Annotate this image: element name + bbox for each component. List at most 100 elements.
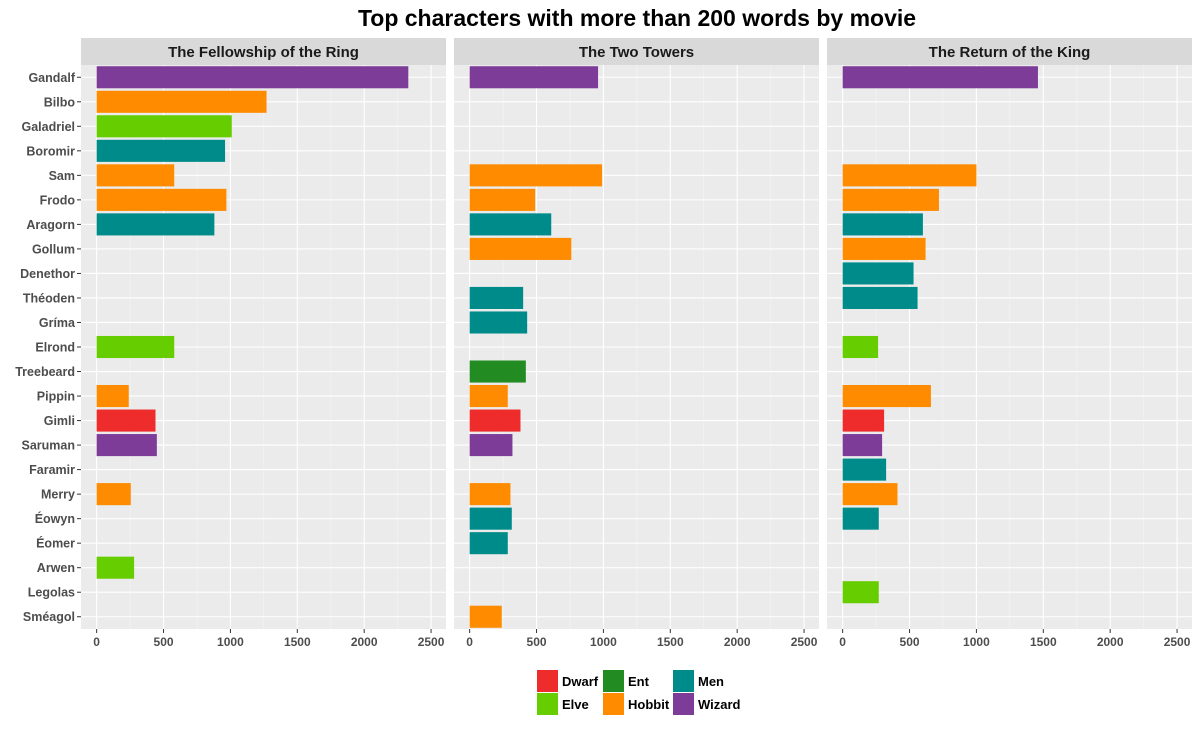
- bar-gandalf: [96, 66, 409, 89]
- bar-arwen: [96, 556, 135, 579]
- legend-key: [673, 693, 694, 715]
- x-tick-label: 1500: [284, 635, 311, 649]
- y-tick-label: Sméagol: [23, 610, 75, 624]
- y-tick-label: Frodo: [40, 193, 76, 207]
- panel-title: The Fellowship of the Ring: [168, 44, 359, 61]
- legend-item-elve: Elve: [537, 693, 589, 715]
- x-tick-label: 1000: [963, 635, 990, 649]
- plot-area: The Fellowship of the Ring 0 500 1000 1500 20…: [15, 38, 1192, 649]
- bar-gollum: [469, 237, 572, 260]
- x-tick-label: 0: [466, 635, 473, 649]
- bar-pippin: [96, 385, 129, 408]
- x-tick-label: 0: [93, 635, 100, 649]
- y-tick-label: Éowyn: [35, 511, 75, 526]
- bar-merry: [842, 483, 898, 506]
- x-tick-label: 500: [527, 635, 547, 649]
- bar-faramir: [842, 458, 887, 481]
- y-tick-label: Pippin: [37, 390, 75, 404]
- bar-aragorn: [842, 213, 923, 236]
- legend-key: [537, 670, 558, 692]
- chart-title: Top characters with more than 200 words …: [358, 5, 916, 31]
- x-tick-label: 500: [154, 635, 174, 649]
- y-tick-label: Treebeard: [15, 365, 75, 379]
- legend-item-wizard: Wizard: [673, 693, 741, 715]
- x-tick-label: 1000: [217, 635, 244, 649]
- x-tick-label: 2500: [1164, 635, 1191, 649]
- panel-strip: [81, 38, 446, 65]
- bar-gimli: [96, 409, 156, 432]
- bar-saruman: [96, 434, 157, 457]
- y-tick-label: Gríma: [39, 316, 76, 330]
- y-tick-label: Aragorn: [26, 218, 75, 232]
- x-tick-label: 2500: [418, 635, 445, 649]
- x-tick-label: 500: [900, 635, 920, 649]
- panel-3: The Return of the King 0 500 1000 1500 2000 25…: [827, 38, 1192, 649]
- y-tick-label: Gimli: [44, 414, 75, 428]
- bar-legolas: [842, 581, 879, 604]
- panel-1: The Fellowship of the Ring 0 500 1000 1500 20…: [81, 38, 446, 649]
- legend-item-ent: Ent: [603, 670, 650, 692]
- bar-frodo: [96, 188, 227, 211]
- legend-label: Ent: [628, 674, 650, 689]
- bar-aragorn: [96, 213, 215, 236]
- bar-sam: [96, 164, 175, 187]
- bar-théoden: [469, 286, 524, 309]
- panel-2: The Two Towers 0 500 1000 1500 2000 2500: [454, 38, 819, 649]
- y-tick-label: Gollum: [32, 242, 75, 256]
- y-tick-label: Denethor: [20, 267, 75, 281]
- bar-saruman: [469, 434, 513, 457]
- bar-treebeard: [469, 360, 526, 383]
- bar-merry: [469, 483, 511, 506]
- bar-sam: [842, 164, 977, 187]
- bar-frodo: [842, 188, 939, 211]
- bar-pippin: [469, 385, 508, 408]
- bar-gríma: [469, 311, 528, 334]
- bar-bilbo: [96, 90, 267, 113]
- legend-key: [673, 670, 694, 692]
- bar-denethor: [842, 262, 914, 285]
- y-tick-label: Bilbo: [44, 95, 76, 109]
- legend-key: [603, 693, 624, 715]
- bar-gandalf: [842, 66, 1038, 89]
- bar-éomer: [469, 532, 508, 555]
- y-tick-label: Éomer: [36, 536, 75, 551]
- x-tick-label: 1500: [657, 635, 684, 649]
- bar-gollum: [842, 237, 926, 260]
- panel-title: The Two Towers: [579, 44, 694, 61]
- bar-gandalf: [469, 66, 599, 89]
- bar-éowyn: [469, 507, 512, 530]
- bar-gimli: [842, 409, 885, 432]
- panel-title: The Return of the King: [929, 44, 1091, 61]
- legend-label: Dwarf: [562, 674, 599, 689]
- bar-aragorn: [469, 213, 552, 236]
- x-tick-label: 0: [839, 635, 846, 649]
- panel-strip: [454, 38, 819, 65]
- x-tick-label: 2500: [791, 635, 818, 649]
- x-tick-label: 1000: [590, 635, 617, 649]
- x-tick-label: 2000: [1097, 635, 1124, 649]
- bar-éowyn: [842, 507, 879, 530]
- y-tick-label: Merry: [41, 488, 75, 502]
- bar-frodo: [469, 188, 536, 211]
- bar-elrond: [842, 335, 879, 359]
- y-tick-label: Sam: [49, 169, 75, 183]
- y-tick-label: Gandalf: [28, 71, 75, 85]
- panel-strip: [827, 38, 1192, 65]
- legend-label: Men: [698, 674, 724, 689]
- bar-théoden: [842, 286, 918, 309]
- y-tick-label: Boromir: [26, 144, 75, 158]
- bar-sam: [469, 164, 603, 187]
- legend: Dwarf Elve Ent Hobbit Men Wizard: [537, 670, 741, 715]
- bar-sméagol: [469, 605, 502, 628]
- y-tick-label: Faramir: [29, 463, 75, 477]
- y-tick-label: Legolas: [28, 586, 75, 600]
- y-tick-label: Arwen: [37, 561, 75, 575]
- x-tick-label: 2000: [351, 635, 378, 649]
- bar-elrond: [96, 335, 175, 359]
- legend-key: [603, 670, 624, 692]
- legend-key: [537, 693, 558, 715]
- bar-gimli: [469, 409, 521, 432]
- y-tick-label: Théoden: [23, 291, 75, 305]
- legend-item-dwarf: Dwarf: [537, 670, 599, 692]
